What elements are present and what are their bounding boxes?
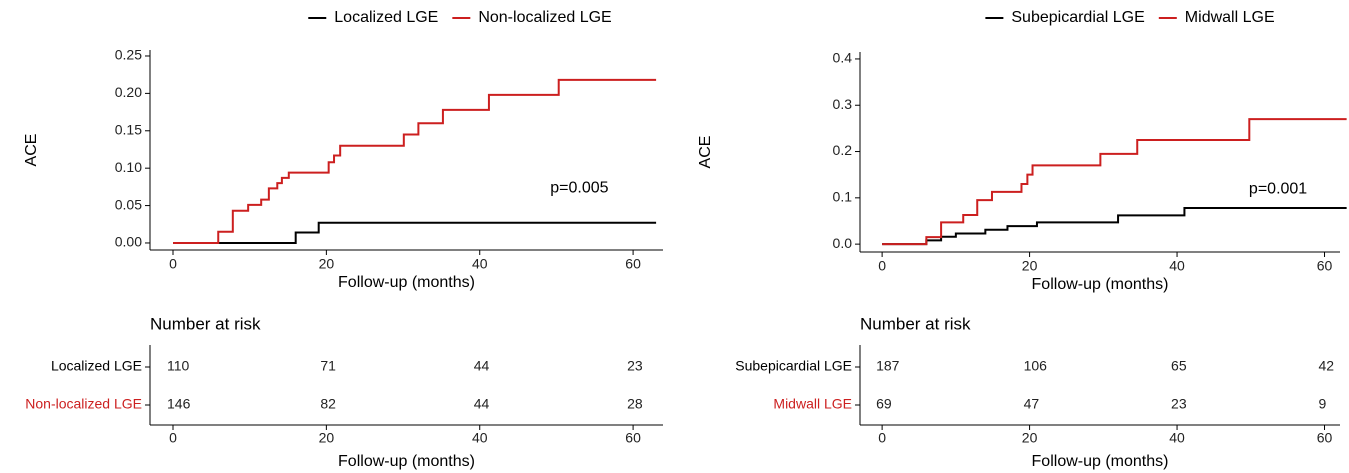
y-tick-label: 0.0 (833, 235, 853, 251)
row-label: Subepicardial LGE (735, 358, 852, 374)
risk-count: 187 (876, 358, 900, 374)
risk-title: Number at risk (860, 314, 971, 333)
y-tick-label: 0.25 (115, 47, 142, 63)
risk-count: 71 (320, 358, 336, 374)
y-tick-label: 0.10 (115, 159, 142, 175)
y-axis-label: ACE (697, 136, 714, 169)
y-axis-label: ACE (23, 134, 40, 167)
risk-count: 106 (1024, 358, 1048, 374)
row-label: Localized LGE (51, 358, 142, 374)
risk-count: 110 (167, 358, 190, 374)
step-line (882, 118, 1347, 246)
y-tick-label: 0.4 (833, 50, 853, 66)
x-tick-label: 0 (169, 256, 177, 272)
legend-label: Non-localized LGE (478, 9, 611, 26)
legend-label: Midwall LGE (1185, 9, 1275, 26)
x-axis-label: Follow-up (months) (1032, 276, 1169, 293)
x-tick-label: 20 (319, 256, 335, 272)
y-tick-label: 0.2 (833, 142, 853, 158)
x-tick-label: 40 (472, 256, 488, 272)
y-tick-label: 0.20 (115, 84, 142, 100)
x-tick-label: 40 (472, 430, 488, 446)
risk-title: Number at risk (150, 314, 261, 333)
x-tick-label: 60 (625, 256, 641, 272)
risk-count: 42 (1319, 358, 1335, 374)
risk-count: 146 (167, 396, 191, 412)
risk-count: 65 (1171, 358, 1187, 374)
x-tick-label: 60 (1317, 430, 1333, 446)
risk-count: 9 (1319, 396, 1327, 412)
row-label: Non-localized LGE (25, 396, 142, 412)
x-tick-label: 20 (1022, 258, 1038, 274)
x-tick-label: 20 (319, 430, 335, 446)
y-tick-label: 0.05 (115, 196, 142, 212)
risk-count: 82 (320, 396, 336, 412)
legend: Subepicardial LGE Midwall LGE (985, 9, 1275, 26)
x-tick-label: 60 (1317, 258, 1333, 274)
x-axis-label: Follow-up (months) (338, 274, 475, 291)
risk-count: 23 (1171, 396, 1187, 412)
risk-count: 23 (627, 358, 643, 374)
x-tick-label: 20 (1022, 430, 1038, 446)
x-tick-label: 40 (1169, 258, 1185, 274)
risk-count: 28 (627, 396, 643, 412)
risk-count: 47 (1024, 396, 1040, 412)
legend-label: Subepicardial LGE (1011, 9, 1144, 26)
p-value: p=0.005 (550, 180, 608, 197)
x-tick-label: 60 (625, 430, 641, 446)
y-tick-label: 0.1 (833, 189, 853, 205)
y-tick-label: 0.15 (115, 121, 142, 137)
x-tick-label: 40 (1169, 430, 1185, 446)
x-tick-label: 0 (878, 258, 886, 274)
x-axis-label: Follow-up (months) (338, 453, 475, 470)
step-line (173, 78, 657, 244)
y-tick-label: 0.00 (115, 234, 142, 250)
x-tick-label: 0 (169, 430, 177, 446)
x-tick-label: 0 (878, 430, 886, 446)
row-label: Midwall LGE (773, 396, 852, 412)
legend: Localized LGE Non-localized LGE (308, 9, 612, 26)
y-tick-label: 0.3 (833, 96, 853, 112)
x-axis-label: Follow-up (months) (1032, 453, 1169, 470)
legend-label: Localized LGE (334, 9, 438, 26)
risk-count: 44 (474, 358, 490, 374)
risk-count: 69 (876, 396, 892, 412)
p-value: p=0.001 (1249, 181, 1307, 198)
step-line (173, 221, 657, 244)
risk-count: 44 (474, 396, 490, 412)
step-line (882, 207, 1347, 246)
